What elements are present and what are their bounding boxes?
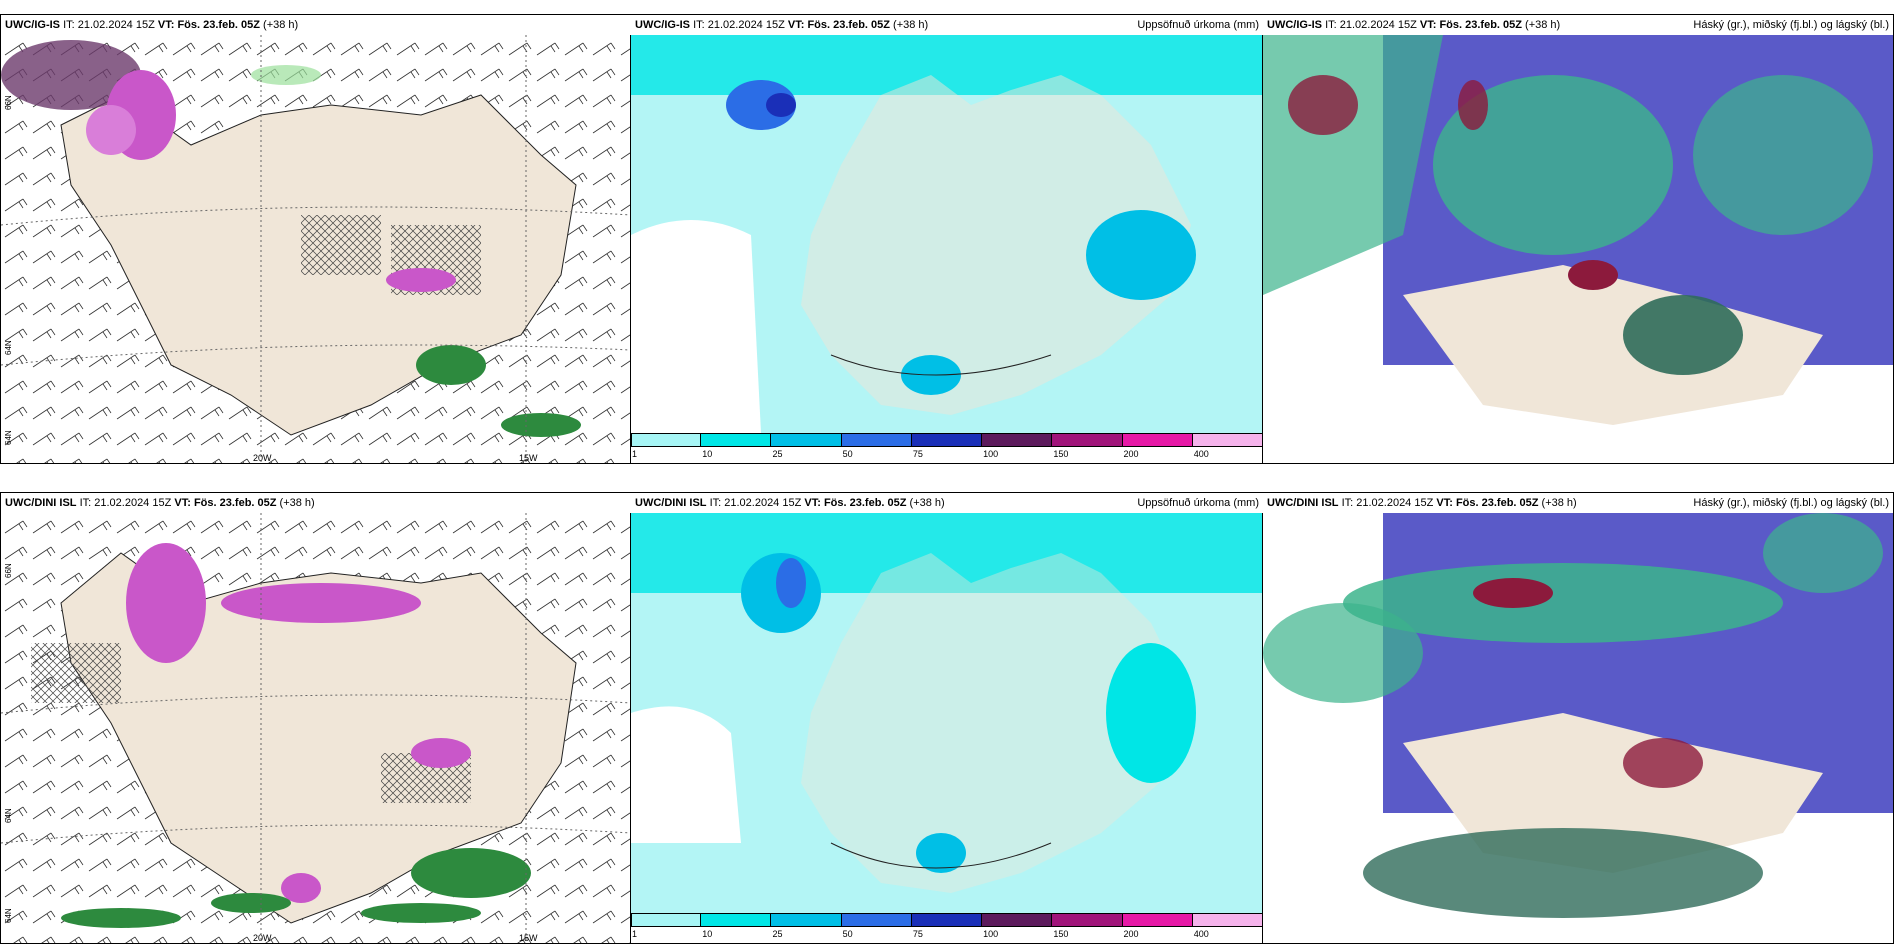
colorbar-cell [841, 433, 912, 447]
panel-header: UWC/DINI ISL IT: 21.02.2024 15Z VT: Fös.… [631, 493, 1263, 513]
precip-colorbar: 1 10 25 50 75 100 150 200 400 [631, 433, 1263, 463]
colorbar-label: 25 [772, 929, 783, 939]
panel-dini-precip: UWC/DINI ISL IT: 21.02.2024 15Z VT: Fös.… [630, 492, 1264, 944]
colorbar-label: 1 [632, 929, 638, 939]
cloud-map [1263, 35, 1893, 463]
colorbar-label: 75 [912, 929, 923, 939]
lat-label: 66N [4, 563, 13, 578]
colorbar-label: 10 [702, 449, 713, 459]
colorbar-cell [911, 913, 983, 927]
model-name: UWC/IG-IS [5, 19, 60, 31]
colorbar-label: 50 [842, 449, 853, 459]
colorbar-label: 200 [1123, 929, 1139, 939]
colorbar-cell [701, 433, 772, 447]
colorbar-label: 75 [912, 449, 923, 459]
colorbar-cell [1052, 913, 1123, 927]
panel-header: UWC/IG-IS IT: 21.02.2024 15Z VT: Fös. 23… [1, 15, 631, 35]
colorbar-label: 1 [632, 449, 638, 459]
colorbar-cell [771, 913, 842, 927]
colorbar-label: 400 [1193, 449, 1209, 459]
lat-label: 66N [4, 95, 13, 110]
wind-map [1, 513, 631, 943]
colorbar-label: 25 [772, 449, 783, 459]
panel-ig-wind: UWC/IG-IS IT: 21.02.2024 15Z VT: Fös. 23… [0, 14, 632, 464]
lat-label: 64N [4, 908, 13, 923]
panel-header: UWC/DINI ISL IT: 21.02.2024 15Z VT: Fös.… [1263, 493, 1893, 513]
colorbar-label: 150 [1053, 929, 1069, 939]
colorbar-label: 400 [1193, 929, 1209, 939]
colorbar-cell [982, 913, 1053, 927]
colorbar-cell [1122, 913, 1193, 927]
colorbar-cell [631, 433, 702, 447]
precip-title: Uppsöfnuð úrkoma (mm) [1137, 497, 1259, 509]
panel-ig-clouds: UWC/IG-IS IT: 21.02.2024 15Z VT: Fös. 23… [1262, 14, 1894, 464]
panel-ig-precip: UWC/IG-IS IT: 21.02.2024 15Z VT: Fös. 23… [630, 14, 1264, 464]
colorbar-label: 200 [1123, 449, 1139, 459]
colorbar-cell [631, 913, 702, 927]
colorbar-cell [911, 433, 983, 447]
colorbar-frame [631, 913, 1263, 927]
colorbar-label: 10 [702, 929, 713, 939]
lon-label: 20W [253, 453, 272, 463]
cloud-title: Háský (gr.), miðský (fj.bl.) og lágský (… [1693, 497, 1889, 509]
lat-label: 64N [4, 808, 13, 823]
colorbar-cell [701, 913, 772, 927]
panel-header: UWC/IG-IS IT: 21.02.2024 15Z VT: Fös. 23… [1263, 15, 1893, 35]
precip-title: Uppsöfnuð úrkoma (mm) [1137, 19, 1259, 31]
lon-label: 20W [253, 933, 272, 943]
colorbar-label: 100 [983, 449, 999, 459]
precip-colorbar: 1 10 25 50 75 100 150 200 400 [631, 913, 1263, 943]
colorbar-cell [1122, 433, 1193, 447]
colorbar-label: 50 [842, 929, 853, 939]
colorbar-frame [631, 433, 1263, 447]
colorbar-cell [1052, 433, 1123, 447]
precip-map [631, 35, 1263, 433]
lon-label: 15W [519, 933, 538, 943]
lat-label: 64N [4, 430, 13, 445]
cloud-map [1263, 513, 1893, 943]
cloud-title: Háský (gr.), miðský (fj.bl.) og lágský (… [1693, 19, 1889, 31]
colorbar-cell [771, 433, 842, 447]
colorbar-label: 150 [1053, 449, 1069, 459]
colorbar-label: 100 [983, 929, 999, 939]
panel-dini-clouds: UWC/DINI ISL IT: 21.02.2024 15Z VT: Fös.… [1262, 492, 1894, 944]
panel-header: UWC/IG-IS IT: 21.02.2024 15Z VT: Fös. 23… [631, 15, 1263, 35]
wind-map [1, 35, 631, 463]
colorbar-cell [841, 913, 912, 927]
lat-label: 64N [4, 340, 13, 355]
panel-header: UWC/DINI ISL IT: 21.02.2024 15Z VT: Fös.… [1, 493, 631, 513]
colorbar-cell [982, 433, 1053, 447]
precip-map [631, 513, 1263, 913]
lon-label: 15W [519, 453, 538, 463]
panel-dini-wind: UWC/DINI ISL IT: 21.02.2024 15Z VT: Fös.… [0, 492, 632, 944]
